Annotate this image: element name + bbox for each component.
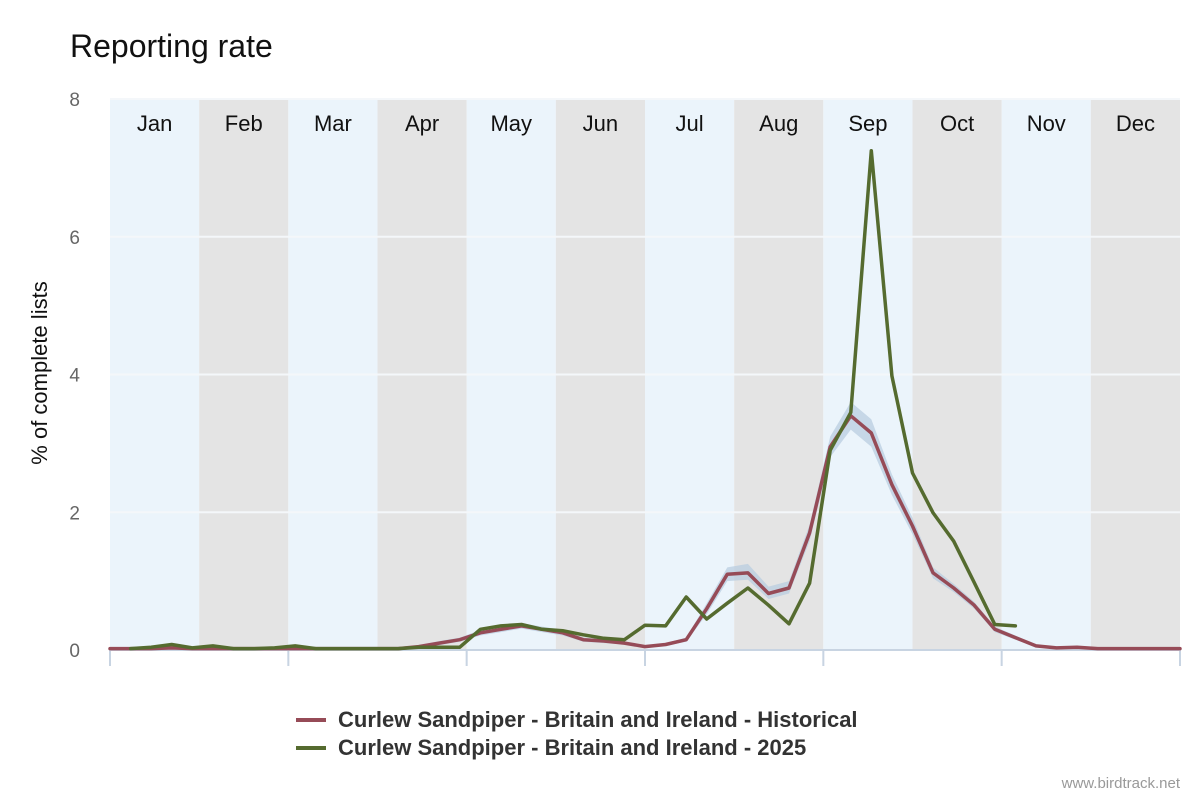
- y-tick-2: 2: [69, 503, 80, 524]
- legend-swatch-2025: [296, 746, 326, 750]
- legend-swatch-historical: [296, 718, 326, 722]
- month-label-oct: Oct: [940, 111, 974, 136]
- month-label-jul: Jul: [676, 111, 704, 136]
- month-label-feb: Feb: [225, 111, 263, 136]
- month-label-jun: Jun: [583, 111, 618, 136]
- credit-text[interactable]: www.birdtrack.net: [1061, 775, 1180, 792]
- series-line-historical[interactable]: [108, 414, 1182, 651]
- month-label-apr: Apr: [405, 111, 439, 136]
- legend-label-historical: Curlew Sandpiper - Britain and Ireland -…: [338, 707, 858, 732]
- y-tick-8: 8: [69, 90, 80, 111]
- month-label-nov: Nov: [1027, 111, 1066, 136]
- series-line-2025[interactable]: [128, 148, 1018, 651]
- x-axis: [109, 649, 1181, 666]
- month-label-may: May: [490, 111, 532, 136]
- y-tick-labels: 0 2 4 6 8: [69, 90, 80, 662]
- y-tick-0: 0: [69, 641, 80, 662]
- month-label-jan: Jan: [137, 111, 172, 136]
- legend: Curlew Sandpiper - Britain and Ireland -…: [296, 706, 858, 762]
- month-label-mar: Mar: [314, 111, 352, 136]
- legend-item-historical[interactable]: Curlew Sandpiper - Britain and Ireland -…: [296, 706, 858, 734]
- month-labels: Jan Feb Mar Apr May Jun Jul Aug Sep Oct Nov Dec: [137, 111, 1155, 136]
- legend-label-2025: Curlew Sandpiper - Britain and Ireland -…: [338, 735, 807, 760]
- month-label-dec: Dec: [1116, 111, 1155, 136]
- chart-title: Reporting rate: [70, 28, 273, 64]
- month-label-aug: Aug: [759, 111, 798, 136]
- month-label-sep: Sep: [848, 111, 887, 136]
- series-lines: [108, 148, 1182, 651]
- legend-item-2025[interactable]: Curlew Sandpiper - Britain and Ireland -…: [296, 734, 858, 762]
- y-tick-4: 4: [69, 366, 80, 387]
- y-tick-6: 6: [69, 228, 80, 249]
